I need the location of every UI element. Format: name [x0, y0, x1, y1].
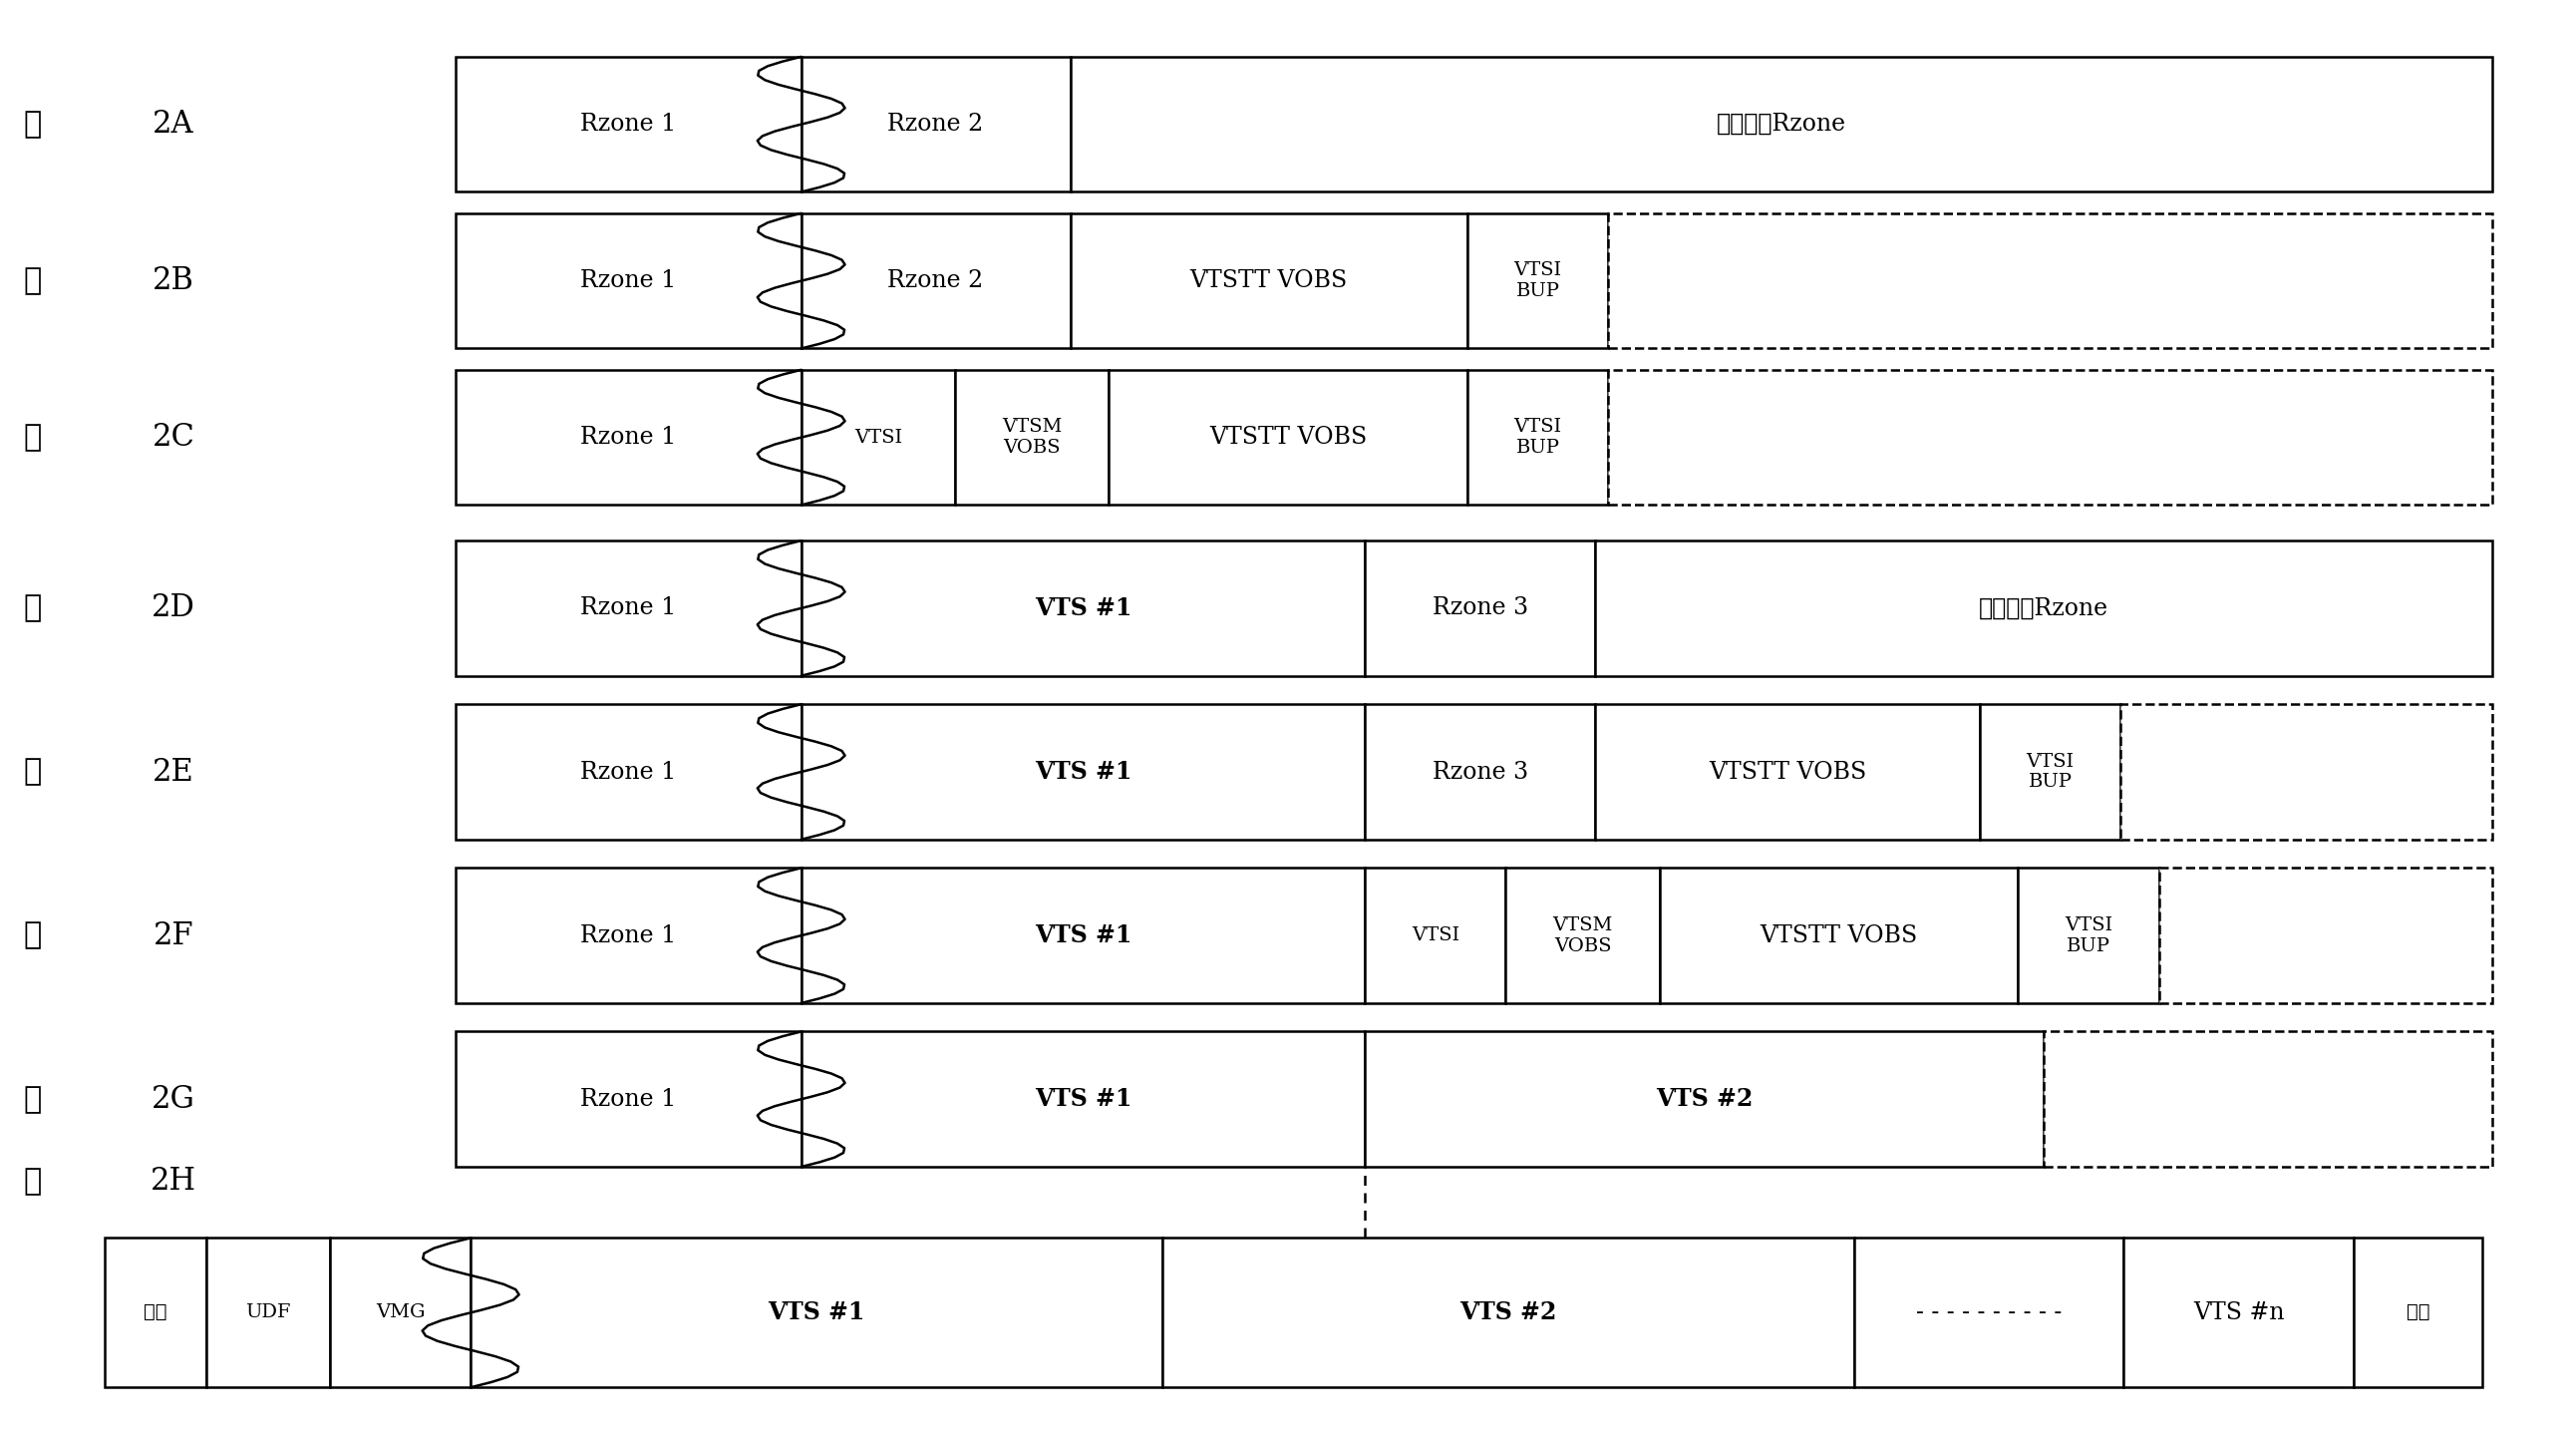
Bar	[1365, 704, 1595, 839]
Text: VTSTT VOBS: VTSTT VOBS	[1759, 924, 1917, 947]
Bar	[801, 56, 1069, 193]
Text: Rzone 2: Rzone 2	[889, 269, 984, 292]
Text: VTS #2: VTS #2	[1656, 1088, 1752, 1111]
Text: VTS #1: VTS #1	[1036, 596, 1131, 621]
Bar	[1468, 213, 1607, 349]
Text: VTS #1: VTS #1	[1036, 1088, 1131, 1111]
Bar	[330, 1237, 471, 1387]
Text: 图: 图	[23, 920, 41, 951]
Bar	[801, 213, 1069, 349]
Bar	[1595, 540, 2491, 675]
Bar	[2354, 1237, 2481, 1387]
Text: Rzone 1: Rzone 1	[580, 1088, 677, 1111]
Text: VTSI
BUP: VTSI BUP	[2066, 917, 2112, 954]
Bar	[2120, 704, 2491, 839]
Text: 图: 图	[23, 1083, 41, 1115]
Bar	[1365, 1032, 2043, 1167]
Text: VTSI
BUP: VTSI BUP	[2027, 753, 2074, 792]
Text: Rzone 1: Rzone 1	[580, 924, 677, 947]
Text: 图: 图	[23, 266, 41, 296]
Text: VTSM
VOBS: VTSM VOBS	[1553, 917, 1613, 954]
Bar	[801, 540, 1365, 675]
Bar	[1108, 369, 1468, 504]
Text: UDF: UDF	[245, 1303, 291, 1322]
Bar	[1659, 868, 2017, 1003]
Bar	[801, 704, 1365, 839]
Text: 图: 图	[23, 422, 41, 453]
Bar	[1607, 213, 2491, 349]
Bar	[471, 1237, 1162, 1387]
Bar	[2017, 868, 2159, 1003]
Bar	[1607, 369, 2491, 504]
Bar	[1507, 868, 1659, 1003]
Text: 2E: 2E	[152, 756, 193, 787]
Bar	[456, 1032, 801, 1167]
Text: Rzone 1: Rzone 1	[580, 114, 677, 137]
Text: 图: 图	[23, 592, 41, 624]
Text: VTSI
BUP: VTSI BUP	[1515, 262, 1561, 300]
Text: VTS #2: VTS #2	[1461, 1300, 1556, 1325]
Bar	[456, 704, 801, 839]
Text: 导出: 导出	[2406, 1303, 2429, 1322]
Bar	[456, 868, 801, 1003]
Text: 图: 图	[23, 109, 41, 139]
Text: VTSTT VOBS: VTSTT VOBS	[1190, 269, 1347, 292]
Bar	[956, 369, 1108, 504]
Text: 图: 图	[23, 1165, 41, 1197]
Text: VTSTT VOBS: VTSTT VOBS	[1208, 425, 1368, 448]
Text: VTS #1: VTS #1	[1036, 760, 1131, 783]
Bar	[456, 213, 801, 349]
Text: 2C: 2C	[152, 422, 196, 453]
Text: 图: 图	[23, 756, 41, 787]
Text: 不可见的Rzone: 不可见的Rzone	[1716, 114, 1847, 137]
Text: Rzone 1: Rzone 1	[580, 269, 677, 292]
Text: Rzone 1: Rzone 1	[580, 596, 677, 619]
Text: VTSI: VTSI	[1412, 927, 1461, 944]
Text: Rzone 1: Rzone 1	[580, 760, 677, 783]
Text: VTS #n: VTS #n	[2192, 1300, 2285, 1323]
Text: VTS #1: VTS #1	[768, 1300, 866, 1325]
Text: 2H: 2H	[149, 1165, 196, 1197]
Bar	[1468, 369, 1607, 504]
Text: VTSTT VOBS: VTSTT VOBS	[1708, 760, 1868, 783]
Bar	[801, 369, 956, 504]
Text: Rzone 3: Rzone 3	[1432, 760, 1528, 783]
Text: VTSI
BUP: VTSI BUP	[1515, 418, 1561, 457]
Bar	[2043, 1032, 2491, 1167]
Bar	[456, 369, 801, 504]
Bar	[456, 540, 801, 675]
Bar	[801, 1032, 1365, 1167]
Text: VMG: VMG	[376, 1303, 425, 1322]
Bar	[456, 56, 801, 193]
Text: 2F: 2F	[152, 920, 193, 951]
Text: Rzone 2: Rzone 2	[889, 114, 984, 137]
Bar	[1855, 1237, 2123, 1387]
Text: Rzone 3: Rzone 3	[1432, 596, 1528, 619]
Bar	[801, 868, 1365, 1003]
Text: Rzone 1: Rzone 1	[580, 425, 677, 448]
Bar	[2159, 868, 2491, 1003]
Text: VTS #1: VTS #1	[1036, 924, 1131, 947]
Text: 不可见的Rzone: 不可见的Rzone	[1978, 596, 2110, 619]
Text: - - - - - - - - - -: - - - - - - - - - -	[1917, 1300, 2061, 1323]
Bar	[1595, 704, 1981, 839]
Bar	[2123, 1237, 2354, 1387]
Text: 2A: 2A	[152, 109, 193, 139]
Text: VTSI: VTSI	[855, 428, 902, 447]
Text: 2D: 2D	[152, 592, 196, 624]
Text: 2G: 2G	[152, 1083, 196, 1115]
Bar	[103, 1237, 206, 1387]
Bar	[1162, 1237, 1855, 1387]
Bar	[1365, 868, 1507, 1003]
Text: 2B: 2B	[152, 266, 193, 296]
Bar	[1981, 704, 2120, 839]
Bar	[206, 1237, 330, 1387]
Bar	[1365, 540, 1595, 675]
Text: VTSM
VOBS: VTSM VOBS	[1002, 418, 1061, 457]
Bar	[1069, 213, 1468, 349]
Bar	[1069, 56, 2491, 193]
Text: 导入: 导入	[144, 1303, 167, 1322]
